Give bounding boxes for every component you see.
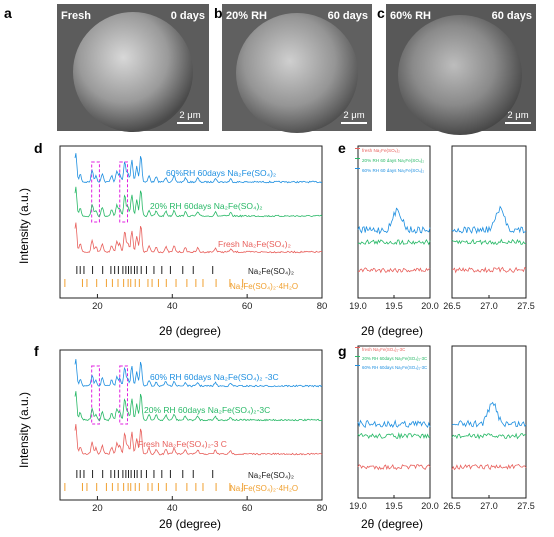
zoom-series-g-0-0 bbox=[357, 463, 431, 471]
series-label-d-0: 60%RH 60days Na₂Fe(SO₄)₂ bbox=[166, 168, 276, 178]
x-tick-label-e-1-2: 27.5 bbox=[517, 301, 535, 311]
xrd-series-d-1 bbox=[74, 186, 323, 218]
plot-layer: 20 40 60 80 20 40 60 80 19.0 19.5 20.0 26.5 27.0 27.5… bbox=[59, 145, 535, 514]
highlight-box-d-1 bbox=[119, 161, 128, 223]
x-tick-label-f-1: 40 bbox=[167, 503, 178, 514]
zoom-series-e-0-0 bbox=[357, 267, 431, 274]
x-tick-label-d-2: 60 bbox=[242, 301, 253, 312]
series-label-f-2: Fresh Na₂Fe(SO₄)₂-3 C bbox=[138, 439, 227, 449]
x-tick-label-d-1: 40 bbox=[167, 301, 178, 312]
x-tick-label-f-3: 80 bbox=[317, 503, 328, 514]
zoom-series-g-0-2 bbox=[357, 419, 431, 429]
xlabel-g: 2θ (degree) bbox=[361, 517, 423, 531]
xrd-series-d-0 bbox=[74, 153, 323, 184]
days-label-c: 60 days bbox=[492, 10, 532, 22]
xrd-series-f-1 bbox=[74, 391, 323, 422]
panel-letter-b: b bbox=[214, 5, 223, 21]
days-label-a: 0 days bbox=[171, 10, 205, 22]
ref-label-f-0: Na₂Fe(SO₄)₂ bbox=[248, 471, 294, 480]
x-tick-label-e-0-0: 19.0 bbox=[349, 301, 367, 311]
zoom-series-g-1-2 bbox=[451, 401, 527, 428]
plot-frame-f bbox=[59, 349, 323, 501]
zoom-series-e-1-0 bbox=[451, 266, 527, 274]
zoom-series-e-1-1 bbox=[451, 238, 527, 246]
particle-sphere-a bbox=[73, 12, 193, 132]
x-tick-label-e-1-1: 27.0 bbox=[480, 301, 498, 311]
particle-sphere-c bbox=[398, 15, 522, 135]
zoom-series-e-0-1 bbox=[357, 238, 431, 246]
x-tick-label-g-1-0: 26.5 bbox=[443, 501, 461, 511]
x-tick-label-d-0: 20 bbox=[92, 301, 103, 312]
x-tick-label-f-2: 60 bbox=[242, 503, 253, 514]
legend-e-2: 60% RH 60 days Na₂Fe(SO₄)₂ bbox=[362, 168, 424, 173]
panel-letter-c: c bbox=[377, 5, 385, 21]
series-label-d-2: Fresh Na₂Fe(SO₄)₂ bbox=[218, 239, 291, 249]
xlabel-e: 2θ (degree) bbox=[361, 324, 423, 338]
zoom-series-g-0-1 bbox=[357, 432, 431, 440]
sem-panel-c: c 60% RH 60 days 2 μm bbox=[377, 4, 536, 135]
x-tick-label-g-0-0: 19.0 bbox=[349, 501, 367, 511]
zoom-series-g-1-1 bbox=[451, 432, 527, 440]
xrd-series-f-0 bbox=[74, 359, 323, 388]
x-tick-label-f-0: 20 bbox=[92, 503, 103, 514]
ref-label-f-1: Na₂Fe(SO₄)₂·4H₂O bbox=[230, 484, 298, 493]
xlabel-d: 2θ (degree) bbox=[159, 324, 221, 338]
ylabel-f: Intensity (a.u.) bbox=[17, 392, 31, 468]
ref-label-d-1: Na₂Fe(SO₄)₂·4H₂O bbox=[230, 282, 298, 291]
highlight-box-f-0 bbox=[91, 365, 100, 425]
legend-g-1: 20% RH 60days Na₂Fe(SO₄)₂-3C bbox=[362, 356, 427, 361]
x-tick-label-e-0-2: 20.0 bbox=[421, 301, 439, 311]
x-tick-label-d-3: 80 bbox=[317, 301, 328, 312]
series-label-f-0: 60% RH 60days Na₂Fe(SO₄)₂ -3C bbox=[150, 372, 279, 382]
scale-label-c: 2 μm bbox=[507, 110, 528, 121]
series-label-d-1: 20% RH 60days Na₂Fe(SO₄)₂ bbox=[150, 201, 263, 211]
plot-frame-e-1 bbox=[451, 145, 527, 299]
highlight-box-f-1 bbox=[119, 365, 128, 425]
highlight-box-d-0 bbox=[91, 161, 100, 223]
particle-sphere-b bbox=[236, 13, 358, 133]
panel-letter-f: f bbox=[34, 343, 39, 359]
zoom-series-g-1-0 bbox=[451, 463, 527, 471]
legend-e-0: fresh Na₂Fe(SO₄)₂ bbox=[362, 148, 400, 153]
zoom-series-e-0-2 bbox=[357, 207, 431, 235]
panel-letter-g: g bbox=[338, 343, 347, 359]
days-label-b: 60 days bbox=[328, 10, 368, 22]
ylabel-d: Intensity (a.u.) bbox=[17, 188, 31, 264]
sem-panel-a: a Fresh 0 days 2 μm bbox=[4, 4, 209, 132]
legend-g-0: fresh Na₂Fe(SO₄)₂-3C bbox=[362, 347, 405, 352]
x-tick-label-g-1-1: 27.0 bbox=[480, 501, 498, 511]
xrd-series-d-2 bbox=[74, 222, 323, 254]
panel-letter-d: d bbox=[34, 140, 43, 156]
xlabel-f: 2θ (degree) bbox=[159, 517, 221, 531]
plot-frame-d bbox=[59, 145, 323, 299]
panel-letter-a: a bbox=[4, 5, 12, 21]
x-tick-label-g-0-1: 19.5 bbox=[385, 501, 403, 511]
x-tick-label-g-1-2: 27.5 bbox=[517, 501, 535, 511]
series-label-f-1: 20% RH 60days Na₂Fe(SO₄)₂-3C bbox=[144, 405, 270, 415]
scale-label-b: 2 μm bbox=[343, 110, 364, 121]
zoom-series-e-1-2 bbox=[451, 205, 527, 235]
ref-label-d-0: Na₂Fe(SO₄)₂ bbox=[248, 267, 294, 276]
condition-label-b: 20% RH bbox=[226, 10, 267, 22]
condition-label-a: Fresh bbox=[61, 10, 91, 22]
panel-letter-e: e bbox=[338, 140, 346, 156]
legend-e-1: 20% RH 60 days Na₂Fe(SO₄)₂ bbox=[362, 158, 424, 163]
x-tick-label-e-1-0: 26.5 bbox=[443, 301, 461, 311]
legend-g-2: 60% RH 60days Na₂Fe(SO₄)₂-3C bbox=[362, 365, 427, 370]
sem-panel-b: b 20% RH 60 days 2 μm bbox=[214, 4, 372, 133]
x-tick-label-e-0-1: 19.5 bbox=[385, 301, 403, 311]
x-tick-label-g-0-2: 20.0 bbox=[421, 501, 439, 511]
condition-label-c: 60% RH bbox=[390, 10, 431, 22]
xrd-series-f-2 bbox=[74, 424, 323, 456]
scale-label-a: 2 μm bbox=[179, 110, 200, 121]
